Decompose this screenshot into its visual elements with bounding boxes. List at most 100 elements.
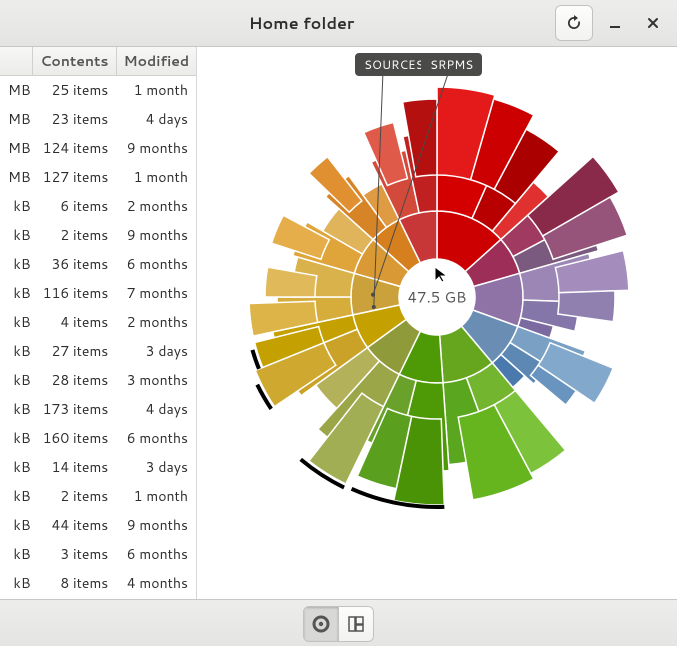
minimize-icon (608, 16, 622, 30)
table-row[interactable]: kB173 items4 days (0, 395, 196, 424)
sunburst-slice[interactable] (364, 122, 408, 185)
cell-modified: 4 days (116, 105, 196, 134)
callout-dot (372, 305, 376, 309)
main-split: Contents Modified MB25 items1 monthMB23 … (0, 47, 677, 599)
cell-modified: 3 months (116, 366, 196, 395)
close-icon (646, 16, 660, 30)
cell-modified: 7 months (116, 279, 196, 308)
sunburst-chart[interactable] (197, 47, 677, 599)
file-table: Contents Modified MB25 items1 monthMB23 … (0, 47, 196, 599)
cell-modified: 2 months (116, 308, 196, 337)
callout-dot (371, 293, 375, 297)
close-button[interactable] (637, 7, 669, 39)
cell-contents: 25 items (33, 76, 117, 105)
cell-modified: 6 months (116, 424, 196, 453)
cell-modified: 4 days (116, 395, 196, 424)
cell-modified: 6 months (116, 540, 196, 569)
cell-contents: 10 items (33, 598, 117, 600)
cell-modified: 1 month (116, 163, 196, 192)
sunburst-chart-panel[interactable]: 47.5 GB SOURCES SRPMS (197, 47, 677, 599)
cell-size-unit: kB (0, 221, 33, 250)
cell-modified: 4 months (116, 598, 196, 600)
cell-size-unit: MB (0, 163, 33, 192)
col-modified[interactable]: Modified (116, 47, 196, 76)
cell-size-unit: kB (0, 279, 33, 308)
cell-modified: 3 days (116, 453, 196, 482)
cell-contents: 44 items (33, 511, 117, 540)
table-row[interactable]: kB10 items4 months (0, 598, 196, 600)
cell-size-unit: kB (0, 337, 33, 366)
cell-contents: 116 items (33, 279, 117, 308)
cell-size-unit: kB (0, 598, 33, 600)
cell-size-unit: kB (0, 192, 33, 221)
col-size[interactable] (0, 47, 33, 76)
treemap-view-button[interactable] (338, 607, 373, 641)
sunburst-slice[interactable] (272, 215, 330, 259)
cell-contents: 27 items (33, 337, 117, 366)
window-title: Home folder (48, 12, 555, 35)
cell-modified: 1 month (116, 482, 196, 511)
refresh-icon (566, 15, 582, 31)
cell-contents: 23 items (33, 105, 117, 134)
ring-view-icon (312, 615, 330, 633)
cell-contents: 4 items (33, 308, 117, 337)
cell-modified: 1 month (116, 76, 196, 105)
cell-contents: 127 items (33, 163, 117, 192)
cell-modified: 9 months (116, 511, 196, 540)
cell-contents: 124 items (33, 134, 117, 163)
table-row[interactable]: kB6 items2 months (0, 192, 196, 221)
cell-modified: 9 months (116, 221, 196, 250)
table-row[interactable]: kB2 items9 months (0, 221, 196, 250)
table-row[interactable]: kB2 items1 month (0, 482, 196, 511)
cell-size-unit: kB (0, 424, 33, 453)
cell-size-unit: kB (0, 540, 33, 569)
cell-contents: 160 items (33, 424, 117, 453)
table-row[interactable]: kB160 items6 months (0, 424, 196, 453)
file-list-panel[interactable]: Contents Modified MB25 items1 monthMB23 … (0, 47, 197, 599)
treemap-view-icon (347, 615, 365, 633)
cell-contents: 2 items (33, 482, 117, 511)
table-row[interactable]: MB25 items1 month (0, 76, 196, 105)
col-contents[interactable]: Contents (33, 47, 117, 76)
table-row[interactable]: MB127 items1 month (0, 163, 196, 192)
table-row[interactable]: kB44 items9 months (0, 511, 196, 540)
titlebar-controls (555, 5, 669, 41)
table-row[interactable]: MB23 items4 days (0, 105, 196, 134)
table-row[interactable]: kB14 items3 days (0, 453, 196, 482)
table-header-row: Contents Modified (0, 47, 196, 76)
table-row[interactable]: MB124 items9 months (0, 134, 196, 163)
table-row[interactable]: kB3 items6 months (0, 540, 196, 569)
cell-size-unit: kB (0, 250, 33, 279)
table-row[interactable]: kB28 items3 months (0, 366, 196, 395)
cell-modified: 2 months (116, 192, 196, 221)
minimize-button[interactable] (599, 7, 631, 39)
cell-contents: 28 items (33, 366, 117, 395)
cell-size-unit: kB (0, 453, 33, 482)
cell-contents: 14 items (33, 453, 117, 482)
table-row[interactable]: kB116 items7 months (0, 279, 196, 308)
cell-contents: 8 items (33, 569, 117, 598)
ring-view-button[interactable] (304, 607, 338, 641)
titlebar: Home folder (0, 0, 677, 47)
cell-modified: 4 months (116, 569, 196, 598)
cell-contents: 2 items (33, 221, 117, 250)
cell-modified: 6 months (116, 250, 196, 279)
cell-contents: 3 items (33, 540, 117, 569)
cell-size-unit: MB (0, 134, 33, 163)
table-row[interactable]: kB4 items2 months (0, 308, 196, 337)
table-row[interactable]: kB27 items3 days (0, 337, 196, 366)
cell-size-unit: MB (0, 76, 33, 105)
cell-size-unit: kB (0, 366, 33, 395)
cell-size-unit: kB (0, 569, 33, 598)
cell-contents: 6 items (33, 192, 117, 221)
cell-size-unit: kB (0, 395, 33, 424)
table-row[interactable]: kB36 items6 months (0, 250, 196, 279)
cell-size-unit: kB (0, 308, 33, 337)
cell-size-unit: MB (0, 105, 33, 134)
bottom-toolbar (0, 599, 677, 646)
table-row[interactable]: kB8 items4 months (0, 569, 196, 598)
cell-contents: 36 items (33, 250, 117, 279)
cell-size-unit: kB (0, 511, 33, 540)
refresh-button[interactable] (555, 5, 593, 41)
view-toggle-group (303, 606, 374, 642)
